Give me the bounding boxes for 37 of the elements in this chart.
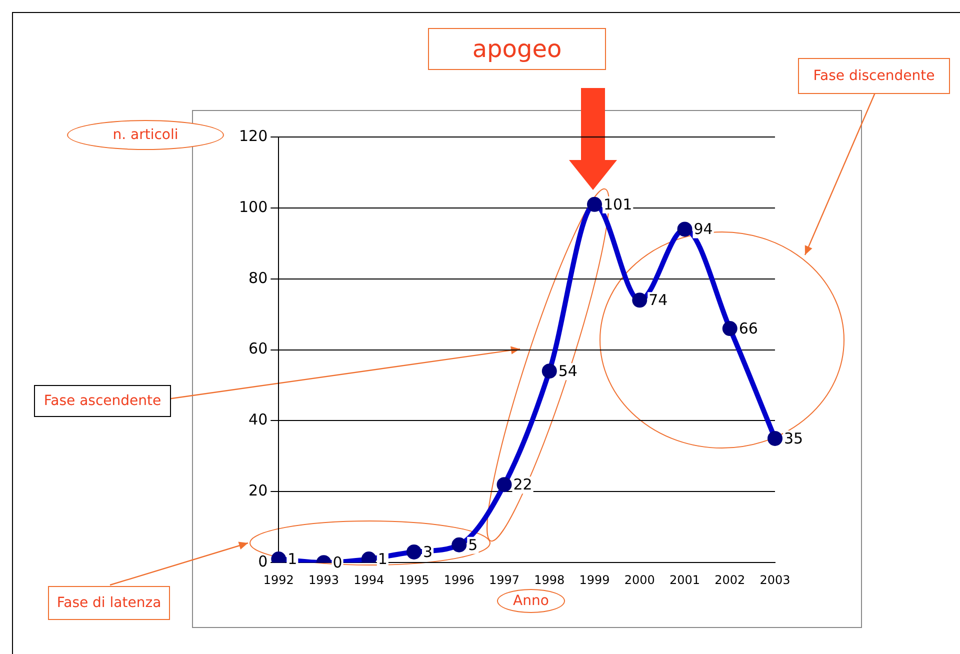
x-tick-label: 1996 — [444, 572, 474, 587]
x-axis-title: Anno — [497, 589, 565, 613]
data-label: 74 — [648, 291, 668, 310]
x-tick-label: 2001 — [669, 572, 700, 587]
text: Fase discendente — [798, 58, 950, 94]
data-label: 1 — [288, 550, 298, 568]
x-tick-label: 1994 — [354, 572, 384, 587]
x-tick-label: 1998 — [534, 572, 565, 587]
data-label: 94 — [694, 220, 713, 238]
data-label: 101 — [604, 195, 632, 214]
x-tick-label: 2003 — [760, 572, 790, 587]
data-label: 0 — [332, 553, 342, 572]
x-tick-label: 1995 — [398, 572, 430, 587]
text: Fase di latenza — [48, 586, 170, 620]
data-label: 35 — [784, 429, 804, 448]
data-label: 66 — [738, 319, 758, 338]
y-tick-label: 120 — [238, 126, 268, 145]
y-tick-label: 80 — [248, 268, 268, 287]
y-tick-label: 60 — [248, 340, 268, 358]
y-tick-label: 20 — [248, 482, 268, 500]
data-label: 22 — [513, 475, 532, 494]
x-tick-label: 2002 — [714, 572, 746, 587]
text: apogeo — [428, 28, 606, 70]
data-label: 5 — [468, 536, 478, 554]
y-tick-label: 40 — [248, 410, 268, 429]
text: Fase ascendente — [34, 385, 171, 417]
y-tick-label: 100 — [238, 198, 268, 216]
data-label: 54 — [558, 362, 578, 380]
data-label: 1 — [378, 550, 388, 568]
x-tick-label: 1997 — [488, 572, 520, 587]
x-tick-label: 1999 — [579, 572, 610, 587]
data-label: 3 — [423, 542, 433, 561]
x-tick-label: 1993 — [308, 572, 340, 587]
y-axis-title: n. articoli — [67, 120, 224, 150]
x-tick-label: 2000 — [624, 572, 655, 587]
x-tick-label: 1992 — [263, 572, 294, 587]
y-tick-label: 0 — [258, 552, 268, 570]
